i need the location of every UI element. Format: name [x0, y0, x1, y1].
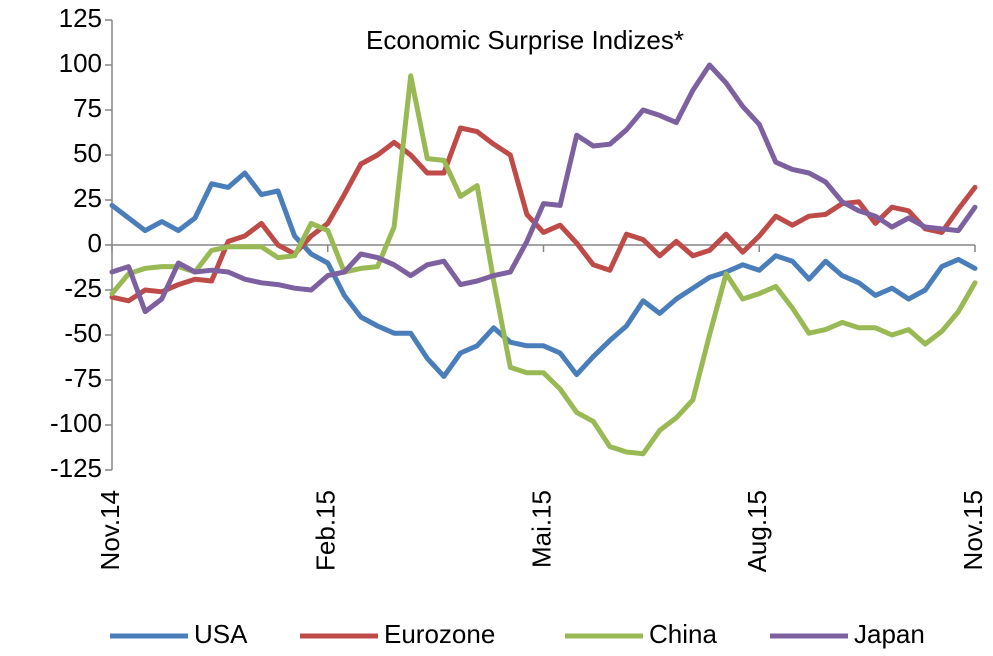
legend-label: USA	[194, 619, 248, 649]
line-series	[109, 73, 978, 457]
y-tick-label: -25	[64, 273, 102, 303]
line-series	[109, 125, 978, 304]
y-tick-label: 125	[59, 3, 102, 33]
line-series	[109, 170, 978, 379]
x-tick-label: Aug.15	[742, 490, 772, 572]
x-tick-label: Nov.14	[95, 490, 125, 570]
x-tick-label: Mai.15	[526, 490, 556, 568]
y-tick-label: 0	[88, 228, 102, 258]
x-tick-label: Nov.15	[958, 490, 988, 570]
legend-label: Japan	[854, 619, 925, 649]
y-tick-label: -100	[50, 408, 102, 438]
y-tick-label: -75	[64, 363, 102, 393]
legend-label: China	[649, 619, 717, 649]
y-tick-label: 75	[73, 93, 102, 123]
line-series	[109, 62, 978, 315]
chart-title: Economic Surprise Indizes*	[366, 25, 684, 55]
y-tick-label: 50	[73, 138, 102, 168]
x-tick-label: Feb.15	[311, 490, 341, 571]
y-tick-label: 100	[59, 48, 102, 78]
y-tick-label: -125	[50, 453, 102, 483]
legend-label: Eurozone	[384, 619, 495, 649]
y-tick-label: -50	[64, 318, 102, 348]
y-tick-label: 25	[73, 183, 102, 213]
